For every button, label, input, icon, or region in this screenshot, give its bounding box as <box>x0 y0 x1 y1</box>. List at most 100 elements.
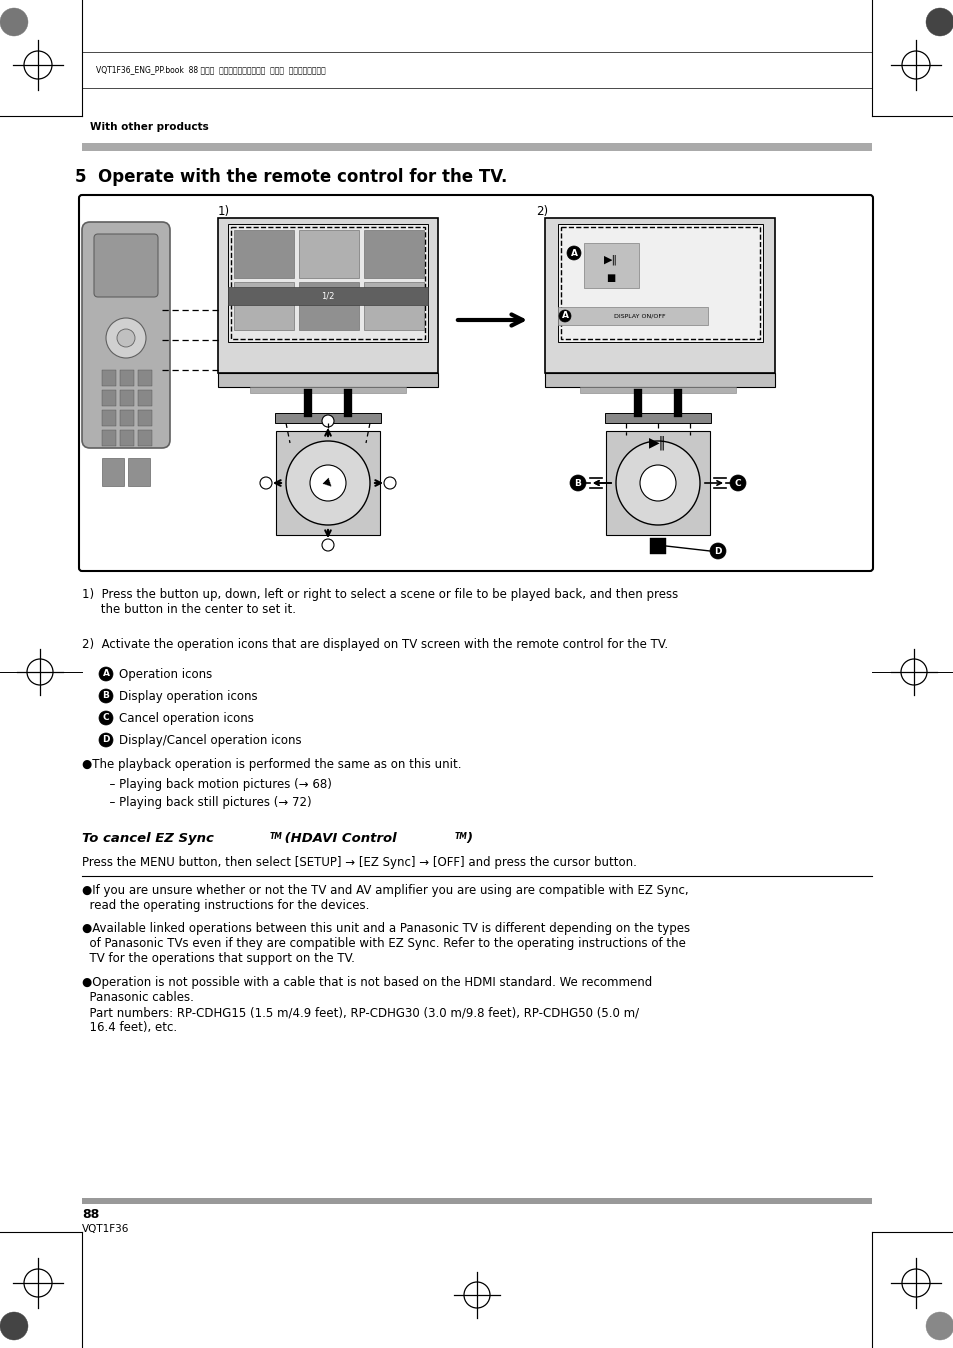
Circle shape <box>99 733 112 747</box>
Text: Display operation icons: Display operation icons <box>119 690 257 704</box>
Bar <box>231 226 424 338</box>
Circle shape <box>260 477 272 489</box>
Circle shape <box>566 245 580 260</box>
Text: ▶: ▶ <box>321 476 335 489</box>
Text: With other products: With other products <box>90 123 209 132</box>
Text: A: A <box>102 670 110 678</box>
Bar <box>605 431 709 535</box>
Text: B: B <box>574 479 580 488</box>
Bar <box>218 218 437 373</box>
Text: ■: ■ <box>606 274 615 283</box>
Circle shape <box>569 474 585 491</box>
Circle shape <box>558 310 571 322</box>
Bar <box>298 231 358 278</box>
Text: – Playing back still pictures (→ 72): – Playing back still pictures (→ 72) <box>102 797 312 809</box>
Bar <box>558 307 707 325</box>
Text: 2)  Activate the operation icons that are displayed on TV screen with the remote: 2) Activate the operation icons that are… <box>82 638 667 651</box>
Bar <box>275 431 379 535</box>
Circle shape <box>322 415 334 427</box>
Bar <box>218 373 437 387</box>
Bar <box>138 390 152 406</box>
Text: 5  Operate with the remote control for the TV.: 5 Operate with the remote control for th… <box>75 168 507 186</box>
Bar <box>583 243 639 288</box>
Bar <box>120 369 133 386</box>
Text: 1)  Press the button up, down, left or right to select a scene or file to be pla: 1) Press the button up, down, left or ri… <box>82 588 678 616</box>
Bar <box>544 218 774 373</box>
FancyBboxPatch shape <box>94 235 158 297</box>
Text: ▶‖: ▶‖ <box>603 255 618 266</box>
FancyBboxPatch shape <box>79 195 872 572</box>
Text: TM: TM <box>455 832 467 841</box>
Circle shape <box>0 8 28 36</box>
Text: Display/Cancel operation icons: Display/Cancel operation icons <box>119 735 301 747</box>
Text: 88: 88 <box>82 1208 99 1221</box>
Circle shape <box>709 543 725 559</box>
Circle shape <box>310 465 346 501</box>
Circle shape <box>99 710 112 725</box>
Text: 1/2: 1/2 <box>321 291 335 301</box>
Circle shape <box>616 441 700 524</box>
Circle shape <box>286 441 370 524</box>
Text: To cancel EZ Sync: To cancel EZ Sync <box>82 832 213 845</box>
Text: VQT1F36_ENG_PP.book  88 ページ  ２００７年２月２６日  月曜日  午前１１時２９分: VQT1F36_ENG_PP.book 88 ページ ２００７年２月２６日 月曜… <box>96 66 325 74</box>
Bar <box>102 369 116 386</box>
Circle shape <box>322 539 334 551</box>
Text: DISPLAY ON/OFF: DISPLAY ON/OFF <box>614 314 665 318</box>
Bar <box>128 458 150 487</box>
Text: TM: TM <box>270 832 283 841</box>
Bar <box>558 224 762 342</box>
Circle shape <box>925 8 953 36</box>
Text: ●The playback operation is performed the same as on this unit.: ●The playback operation is performed the… <box>82 758 461 771</box>
Circle shape <box>384 477 395 489</box>
Text: D: D <box>714 546 721 555</box>
Bar <box>649 538 665 554</box>
Bar <box>138 430 152 446</box>
Text: ●Operation is not possible with a cable that is not based on the HDMI standard. : ●Operation is not possible with a cable … <box>82 976 652 1034</box>
Bar <box>82 1198 871 1204</box>
Bar <box>560 226 760 338</box>
Text: Press the MENU button, then select [SETUP] → [EZ Sync] → [OFF] and press the cur: Press the MENU button, then select [SETU… <box>82 856 637 869</box>
Bar <box>544 373 774 387</box>
FancyBboxPatch shape <box>82 222 170 448</box>
Bar <box>274 412 380 423</box>
Bar <box>138 410 152 426</box>
Circle shape <box>117 329 135 346</box>
Circle shape <box>0 1312 28 1340</box>
Bar <box>102 410 116 426</box>
Circle shape <box>639 465 676 501</box>
Circle shape <box>99 689 112 704</box>
Circle shape <box>925 1312 953 1340</box>
Bar <box>233 231 294 278</box>
Bar <box>364 231 423 278</box>
Circle shape <box>729 474 745 491</box>
Text: ): ) <box>465 832 472 845</box>
Text: A: A <box>561 311 568 321</box>
Bar <box>120 390 133 406</box>
Text: C: C <box>734 479 740 488</box>
Circle shape <box>99 667 112 681</box>
Bar <box>228 287 428 305</box>
Bar <box>604 412 710 423</box>
Text: VQT1F36: VQT1F36 <box>82 1224 130 1233</box>
Bar <box>250 387 406 394</box>
Text: D: D <box>102 736 110 744</box>
Circle shape <box>106 318 146 359</box>
Text: – Playing back motion pictures (→ 68): – Playing back motion pictures (→ 68) <box>102 778 332 791</box>
Text: ●If you are unsure whether or not the TV and AV amplifier you are using are comp: ●If you are unsure whether or not the TV… <box>82 884 688 913</box>
Bar <box>579 387 735 394</box>
Bar <box>298 282 358 330</box>
Text: ●Available linked operations between this unit and a Panasonic TV is different d: ●Available linked operations between thi… <box>82 922 689 965</box>
Text: 1): 1) <box>218 205 230 218</box>
Bar <box>82 143 871 151</box>
Text: A: A <box>570 248 577 257</box>
Bar <box>102 458 124 487</box>
Text: Cancel operation icons: Cancel operation icons <box>119 712 253 725</box>
Bar <box>120 410 133 426</box>
Bar <box>102 430 116 446</box>
Bar <box>364 282 423 330</box>
Text: Operation icons: Operation icons <box>119 669 212 681</box>
Bar <box>102 390 116 406</box>
Bar <box>228 224 428 342</box>
Text: 2): 2) <box>536 205 548 218</box>
Bar <box>233 282 294 330</box>
